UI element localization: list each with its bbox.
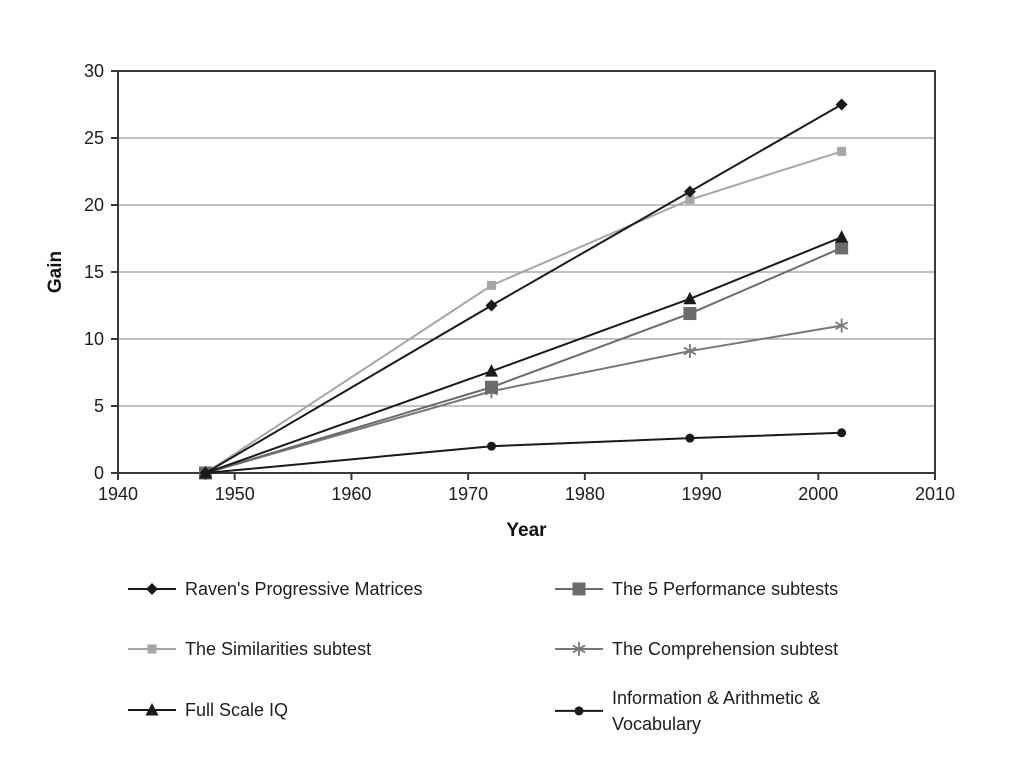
series-line	[204, 150, 842, 474]
y-tick-label: 0	[94, 463, 104, 483]
y-tick-label: 20	[84, 195, 104, 215]
legend-diamond-marker	[128, 583, 176, 595]
series-full-scale-iq	[199, 230, 849, 479]
marker-asterisk	[835, 318, 849, 333]
x-tick-label: 1950	[215, 484, 255, 504]
y-axis-title: Gain	[45, 250, 66, 294]
legend-square-large-marker	[555, 582, 603, 596]
series-the-similarities-subtest	[201, 146, 847, 478]
x-tick-label: 2000	[798, 484, 838, 504]
marker-square-small	[837, 146, 847, 156]
x-axis-title: Year	[506, 520, 547, 541]
series-raven-s-progressive-matrices	[199, 98, 848, 479]
legend-label: The 5 Performance subtests	[612, 578, 839, 599]
y-tick-label: 5	[94, 396, 104, 416]
x-tick-label: 1970	[448, 484, 488, 504]
marker-diamond	[835, 98, 848, 111]
legend-asterisk-marker	[555, 642, 603, 656]
x-tick-label: 1940	[98, 484, 138, 504]
marker-circle	[201, 468, 211, 478]
legend-item-information-arithmetic-vocabulary: Information & Arithmetic & Vocabulary	[555, 685, 864, 737]
series-line	[205, 103, 843, 474]
marker-asterisk	[683, 344, 697, 359]
marker-triangle	[683, 291, 697, 305]
marker-triangle	[484, 364, 498, 377]
x-tick-label: 1960	[331, 484, 371, 504]
marker-circle	[685, 433, 695, 443]
series-line	[205, 246, 843, 474]
gain-by-year-line-chart: 0 5 10 15 20 25 30 1940 1950 1960 1970 1980 1990 2000…	[84, 61, 955, 504]
legend-circle-marker	[555, 706, 603, 716]
legend-label: The Comprehension subtest	[612, 638, 839, 659]
legend-square-small-marker	[128, 644, 176, 654]
legend-item-the-5-performance-subtests: The 5 Performance subtests	[555, 576, 838, 602]
marker-triangle	[145, 703, 159, 716]
marker-square-large	[572, 582, 586, 596]
series-line	[205, 324, 842, 474]
marker-diamond	[683, 185, 696, 198]
y-tick-label: 10	[84, 329, 104, 349]
legend-label: Full Scale IQ	[185, 699, 289, 720]
x-tick-label: 2010	[915, 484, 955, 504]
series-the-comprehension-subtest	[199, 318, 849, 480]
marker-square-large	[835, 241, 849, 255]
legend-item-the-comprehension-subtest: The Comprehension subtest	[555, 636, 838, 662]
series-information-arithmetic-vocabulary	[201, 428, 847, 478]
marker-circle	[574, 706, 584, 716]
x-tick-label: 1980	[565, 484, 605, 504]
y-tick-label: 25	[84, 128, 104, 148]
legend-label: The Similarities subtest	[185, 638, 372, 659]
legend-label: Raven's Progressive Matrices	[185, 578, 423, 599]
legend-item-raven-s-progressive-matrices: Raven's Progressive Matrices	[128, 576, 423, 602]
legend-item-the-similarities-subtest: The Similarities subtest	[128, 636, 371, 662]
marker-square-small	[685, 195, 695, 205]
y-tick-label: 15	[84, 262, 104, 282]
marker-asterisk	[572, 642, 586, 656]
legend-triangle-marker	[128, 703, 176, 716]
marker-circle	[486, 441, 496, 451]
series-line	[205, 431, 842, 474]
y-tick-label: 30	[84, 61, 104, 81]
marker-square-small	[147, 644, 157, 654]
marker-diamond	[146, 583, 158, 595]
marker-square-large	[484, 380, 498, 394]
marker-square-small	[486, 280, 496, 290]
legend-item-full-scale-iq: Full Scale IQ	[128, 697, 288, 723]
marker-diamond	[485, 299, 498, 312]
x-tick-label: 1990	[682, 484, 722, 504]
marker-square-large	[683, 307, 697, 321]
marker-circle	[837, 428, 847, 438]
legend-label: Information & Arithmetic & Vocabulary	[612, 687, 821, 734]
series-line	[205, 236, 843, 474]
marker-triangle	[835, 230, 849, 243]
